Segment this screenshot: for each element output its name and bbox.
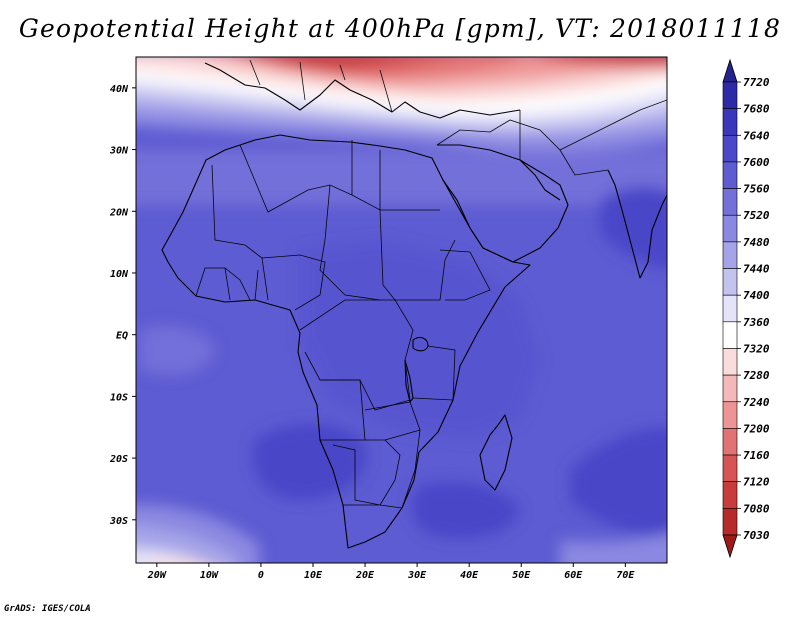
colorbar-label: 7560: [743, 183, 770, 196]
colorbar-label: 7030: [743, 529, 770, 542]
lon-tick-label: 60E: [564, 570, 583, 581]
africa-coastline: [161, 134, 531, 549]
india-coast: [607, 169, 667, 279]
colorbar-label: 7680: [743, 103, 770, 116]
lon-tick-label: 40E: [460, 570, 479, 581]
lon-tick-label: 30E: [407, 570, 427, 581]
border-chad: [319, 184, 381, 301]
border-algeria-south: [239, 144, 353, 213]
madagascar: [479, 414, 513, 491]
country-borders: [195, 59, 667, 509]
lake-tanganyika: [404, 359, 414, 403]
field-7080-ne: [592, 57, 667, 60]
colorbar-min-arrow: [722, 534, 738, 559]
colorbar-label: 7080: [743, 502, 770, 515]
colorbar-swatch: [722, 108, 738, 136]
lat-tick-label: 30N: [109, 146, 129, 157]
lat-tick-label: 30S: [109, 516, 128, 527]
field-7600-region: [300, 240, 540, 440]
colorbar-swatch: [722, 481, 738, 509]
border-libya: [351, 140, 381, 211]
border-ethiopia: [439, 249, 491, 301]
colorbar-swatch: [722, 241, 738, 269]
lon-tick-label: 50E: [512, 570, 531, 581]
europe-coast: [204, 62, 521, 119]
field-7600-sw: [252, 423, 367, 500]
border-angola: [320, 379, 366, 441]
field-7480-se: [560, 533, 667, 563]
colorbar-swatch: [722, 374, 738, 403]
colorbar-swatch: [722, 508, 738, 536]
latitude-axis: 40N 30N 20N 10N EQ 10S 20S 30S: [109, 84, 136, 527]
lon-tick-label: 20E: [355, 570, 375, 581]
credit-text: GrADS: IGES/COLA: [4, 604, 91, 614]
colorbar-label: 7440: [743, 263, 770, 276]
persian-gulf: [519, 159, 561, 201]
plot-frame: [135, 56, 668, 564]
colorbar-swatch: [722, 134, 738, 163]
field-7600-indian-ocean: [570, 427, 667, 540]
border-europe: [249, 59, 393, 113]
colorbar-label: 7640: [743, 129, 770, 142]
colorbar-label: 7200: [743, 422, 770, 435]
colorbar-label: 7400: [743, 289, 770, 302]
colorbar-swatch: [722, 428, 738, 456]
colorbar-label: 7360: [743, 316, 770, 329]
colorbar-swatch: [722, 348, 738, 376]
colorbar-swatch: [722, 454, 738, 483]
colorbar-label: 7480: [743, 236, 770, 249]
border-west-africa: [195, 267, 259, 301]
lon-tick-label: 20W: [147, 570, 167, 581]
border-sudan: [379, 209, 456, 301]
colorbar-label: 7160: [743, 449, 770, 462]
colorbar-swatch: [722, 268, 738, 296]
field-7600-se: [411, 481, 520, 539]
border-tanzania: [412, 345, 456, 401]
lon-tick-label: 10E: [304, 570, 323, 581]
colorbar-label: 7280: [743, 369, 770, 382]
colorbar-label: 7320: [743, 342, 770, 355]
colorbar-swatch: [722, 294, 738, 323]
colorbar: 7720 7680 7640 7600 7560 7520 7480 7440 7400 7360…: [722, 58, 770, 559]
colorbar-label: 7240: [743, 396, 770, 409]
lat-tick-label: 20N: [109, 207, 129, 218]
colorbar-max-arrow: [722, 58, 738, 83]
colorbar-label: 7720: [743, 76, 770, 89]
lon-tick-label: 0: [258, 570, 264, 581]
field-7400-south: [136, 548, 203, 563]
field-7080-north: [256, 57, 393, 66]
height-field: [136, 57, 667, 563]
coastlines: [161, 62, 667, 549]
border-south-africa: [343, 504, 403, 509]
colorbar-swatch: [722, 81, 738, 109]
lat-tick-label: 40N: [110, 84, 129, 95]
colorbar-swatch: [722, 161, 738, 189]
lat-tick-label: 10N: [110, 269, 129, 280]
border-mauritania-mali: [211, 164, 269, 301]
colorbar-label: 7520: [743, 209, 770, 222]
lake-victoria: [412, 337, 429, 352]
lat-tick-label: 10S: [110, 392, 128, 403]
colorbar-label: 7600: [743, 156, 770, 169]
field-7520-atlantic: [140, 326, 215, 375]
arabian-peninsula: [437, 144, 569, 263]
chart-title: Geopotential Height at 400hPa [gpm], VT:…: [18, 14, 782, 43]
field-band-7520: [136, 150, 667, 205]
border-middle-east: [436, 99, 667, 151]
field-7360-south: [150, 560, 199, 563]
border-iran: [519, 110, 609, 176]
colorbar-swatch: [722, 188, 738, 216]
longitude-axis: 20W 10W 0 10E 20E 30E 40E 50E 60E 70E: [147, 563, 635, 581]
lon-tick-label: 10W: [200, 570, 219, 581]
lat-tick-label: EQ: [116, 331, 128, 342]
border-mozambique: [401, 429, 421, 509]
border-niger-nigeria: [261, 254, 326, 311]
colorbar-label: 7120: [743, 476, 770, 489]
colorbar-swatch: [722, 214, 738, 243]
colorbar-swatch: [722, 401, 738, 429]
lat-tick-label: 20S: [109, 454, 128, 465]
lon-tick-label: 70E: [616, 570, 635, 581]
colorbar-swatch: [722, 321, 738, 349]
